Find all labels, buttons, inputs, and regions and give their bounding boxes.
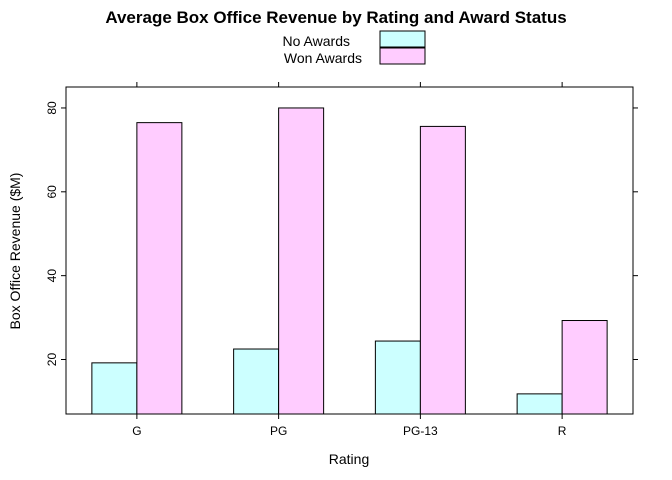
legend-swatch-0	[379, 30, 426, 48]
legend: No Awards Won Awards	[283, 30, 426, 66]
axes-layer: G PG PG-13 R 20 40 60 80	[45, 82, 638, 438]
bar-pg-13-won-awards	[419, 125, 466, 415]
x-tick-label-2: PG-13	[403, 424, 438, 438]
x-tick-label-3: R	[558, 424, 567, 438]
plot-frame	[65, 86, 634, 415]
bar-pg-13-no-awards	[374, 340, 421, 415]
bar-pg-no-awards	[233, 348, 280, 415]
bar-pg-won-awards	[278, 107, 325, 415]
x-tick-label-0: G	[132, 424, 141, 438]
bar-g-no-awards	[91, 362, 138, 415]
legend-swatch-1	[379, 47, 426, 65]
chart-title: Average Box Office Revenue by Rating and…	[105, 8, 566, 27]
bars-layer	[91, 107, 608, 415]
y-tick-label-2: 60	[45, 185, 59, 199]
y-tick-label-0: 20	[45, 353, 59, 367]
bar-r-won-awards	[561, 320, 608, 415]
y-axis-label: Box Office Revenue ($M)	[7, 173, 23, 330]
x-tick-label-1: PG	[270, 424, 287, 438]
bar-r-no-awards	[516, 393, 563, 415]
y-tick-label-1: 40	[45, 269, 59, 283]
legend-label-1: Won Awards	[284, 50, 362, 66]
bar-g-won-awards	[136, 122, 183, 415]
y-tick-label-3: 80	[45, 101, 59, 115]
legend-label-0: No Awards	[283, 33, 350, 49]
x-axis-label: Rating	[329, 451, 369, 467]
